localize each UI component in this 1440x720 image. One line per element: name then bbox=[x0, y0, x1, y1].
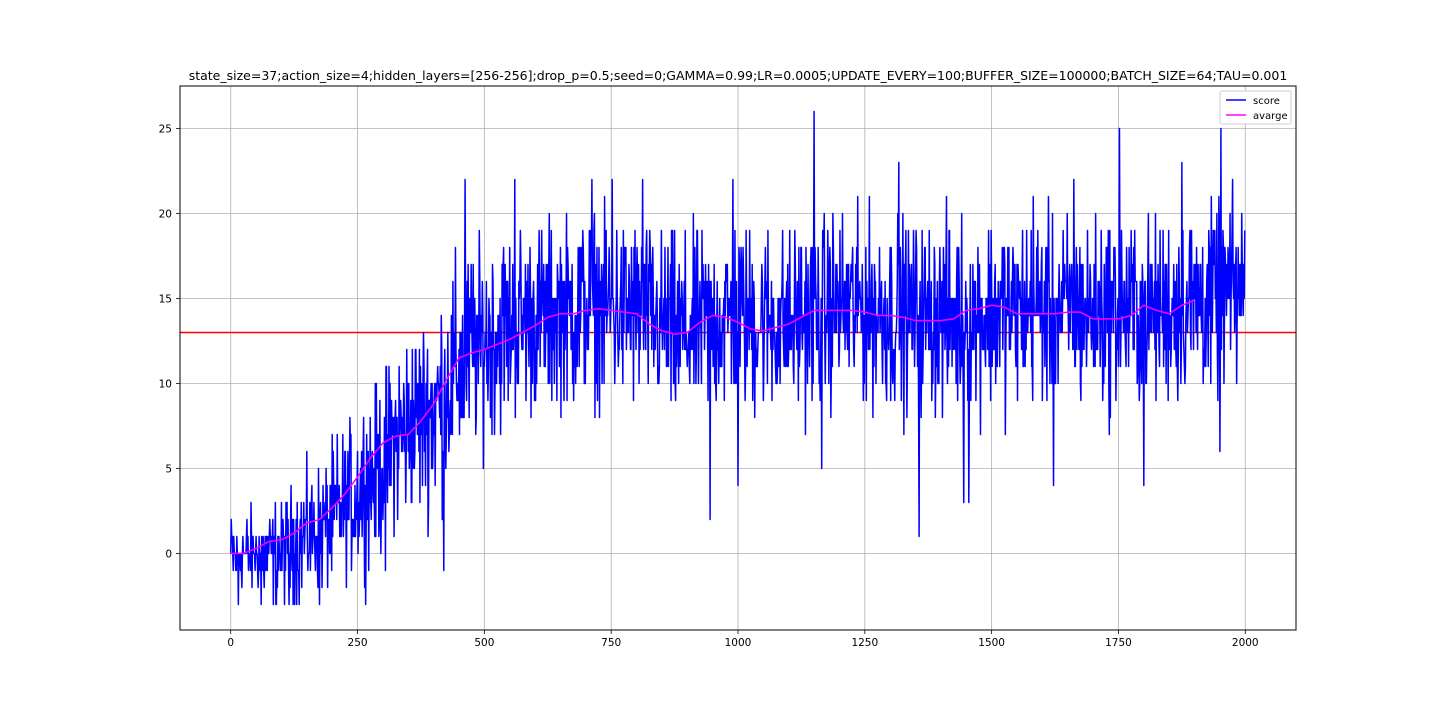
y-tick-label: 20 bbox=[159, 209, 172, 221]
x-tick-label: 0 bbox=[227, 637, 234, 649]
x-tick-label: 1000 bbox=[725, 637, 752, 649]
legend-label-avarge: avarge bbox=[1253, 111, 1288, 122]
x-tick-label: 750 bbox=[601, 637, 621, 649]
chart-title: state_size=37;action_size=4;hidden_layer… bbox=[189, 68, 1288, 83]
x-tick-label: 250 bbox=[348, 637, 368, 649]
y-tick-label: 25 bbox=[159, 124, 172, 136]
x-tick-label: 500 bbox=[474, 637, 494, 649]
x-axis: 0 250 500 750 1000 1250 1500 1750 2000 bbox=[227, 630, 1259, 649]
x-tick-label: 1750 bbox=[1105, 637, 1132, 649]
legend: score avarge bbox=[1219, 90, 1292, 125]
series-line-score bbox=[229, 110, 1246, 606]
x-tick-label: 2000 bbox=[1232, 637, 1259, 649]
y-tick-label: 10 bbox=[159, 379, 172, 391]
series-line-avarge bbox=[230, 299, 1195, 555]
y-tick-label: 15 bbox=[159, 294, 172, 306]
series-layer bbox=[229, 110, 1246, 606]
y-axis: 0 5 10 15 20 25 bbox=[159, 124, 180, 561]
y-tick-label: 5 bbox=[165, 464, 172, 476]
y-tick-label: 0 bbox=[165, 549, 172, 561]
x-tick-label: 1500 bbox=[978, 637, 1005, 649]
x-tick-label: 1250 bbox=[851, 637, 878, 649]
legend-label-score: score bbox=[1253, 96, 1280, 107]
